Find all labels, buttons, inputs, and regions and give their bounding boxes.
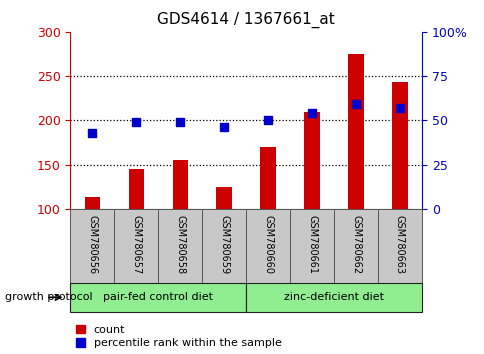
- FancyBboxPatch shape: [289, 209, 333, 283]
- Bar: [172, 160, 187, 209]
- Text: GSM780662: GSM780662: [350, 215, 360, 274]
- Bar: [260, 147, 275, 209]
- Point: [176, 119, 184, 125]
- Text: GSM780659: GSM780659: [219, 215, 228, 274]
- FancyBboxPatch shape: [246, 209, 289, 283]
- Legend: count, percentile rank within the sample: count, percentile rank within the sample: [76, 325, 281, 348]
- FancyBboxPatch shape: [377, 209, 421, 283]
- Text: growth protocol: growth protocol: [5, 292, 92, 302]
- Bar: [216, 187, 231, 209]
- Title: GDS4614 / 1367661_at: GDS4614 / 1367661_at: [157, 12, 334, 28]
- Point: [132, 119, 140, 125]
- FancyBboxPatch shape: [70, 283, 245, 312]
- FancyBboxPatch shape: [70, 209, 114, 283]
- Point: [351, 102, 359, 107]
- Bar: [128, 169, 144, 209]
- Bar: [348, 54, 363, 209]
- Text: GSM780658: GSM780658: [175, 215, 185, 274]
- Text: GSM780660: GSM780660: [263, 215, 272, 274]
- Bar: [84, 198, 100, 209]
- Point: [307, 110, 315, 116]
- FancyBboxPatch shape: [158, 209, 202, 283]
- Point: [88, 130, 96, 136]
- Point: [395, 105, 403, 111]
- Point: [220, 125, 227, 130]
- Text: GSM780657: GSM780657: [131, 215, 141, 274]
- Text: GSM780656: GSM780656: [87, 215, 97, 274]
- Bar: [304, 112, 319, 209]
- FancyBboxPatch shape: [333, 209, 377, 283]
- FancyBboxPatch shape: [114, 209, 158, 283]
- Text: pair-fed control diet: pair-fed control diet: [103, 292, 213, 302]
- FancyBboxPatch shape: [245, 283, 421, 312]
- Point: [264, 118, 272, 123]
- Text: GSM780661: GSM780661: [306, 215, 317, 274]
- FancyBboxPatch shape: [202, 209, 245, 283]
- Bar: [392, 82, 407, 209]
- Text: GSM780663: GSM780663: [394, 215, 404, 274]
- Text: zinc-deficient diet: zinc-deficient diet: [284, 292, 383, 302]
